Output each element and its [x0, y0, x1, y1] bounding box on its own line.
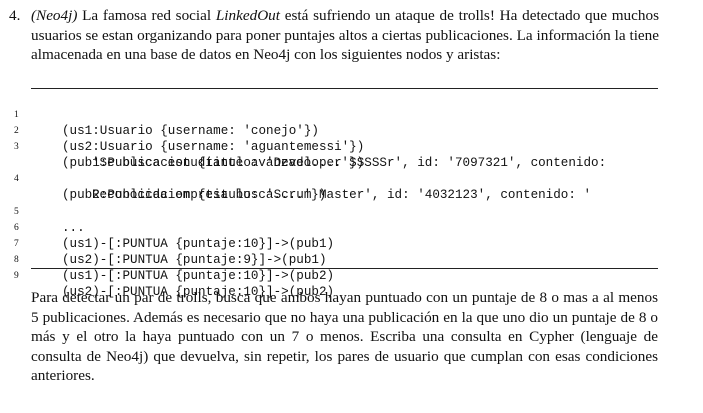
code-text-continued: Reconocida empresa busca....'})	[92, 188, 327, 202]
code-line-7: 7 (us2)-[:PUNTUA {puntaje:9}]->(pub1)	[0, 220, 703, 284]
intro-text-1: La famosa red social	[77, 7, 216, 24]
code-bottom-rule	[31, 268, 658, 269]
line-number: 3	[14, 142, 19, 152]
code-line-2: 2 (us2:Usuario {username: 'aguantemessi'…	[0, 107, 703, 171]
code-text: (us2)-[:PUNTUA {puntaje:10}]->(pub2)	[62, 285, 335, 299]
code-text: (pub2:Publicacion {titulo: 'Scrum Master…	[62, 188, 592, 202]
code-text: (us1)-[:PUNTUA {puntaje:10}]->(pub2)	[62, 269, 335, 283]
code-line-8: 8 (us1)-[:PUNTUA {puntaje:10}]->(pub2)	[0, 236, 703, 300]
line-number: 7	[14, 239, 19, 249]
code-line-5: 5 ...	[0, 188, 703, 252]
code-text: (pub1:Publicacion {titulo: 'Developer SS…	[62, 156, 607, 170]
code-line-3-cont: 'Se busca estudiante avanzado....'})	[0, 139, 703, 187]
code-line-9: 9 (us2)-[:PUNTUA {puntaje:10}]->(pub2)	[0, 252, 703, 316]
network-name: LinkedOut	[215, 7, 280, 24]
code-top-rule	[31, 88, 658, 89]
intro-text-2: está sufriendo un ataque de trolls! Ha d…	[31, 7, 659, 64]
code-line-4: 4 (pub2:Publicacion {titulo: 'Scrum Mast…	[0, 155, 703, 219]
line-number: 6	[14, 223, 19, 233]
problem-task: Para detectar un par de trolls, busca qu…	[31, 289, 658, 385]
problem-tag: (Neo4j)	[31, 7, 78, 24]
line-number: 2	[14, 126, 19, 136]
line-number: 4	[14, 174, 19, 184]
code-line-6: 6 (us1)-[:PUNTUA {puntaje:10}]->(pub1)	[0, 204, 703, 268]
code-line-3: 3 (pub1:Publicacion {titulo: 'Developer …	[0, 123, 703, 187]
problem-statement: 4. (Neo4j) La famosa red social LinkedOu…	[9, 6, 659, 65]
code-text: ...	[62, 221, 85, 235]
line-number: 8	[14, 255, 19, 265]
line-number: 9	[14, 271, 19, 281]
problem-intro: 4. (Neo4j) La famosa red social LinkedOu…	[9, 6, 659, 65]
line-number: 1	[14, 110, 19, 120]
code-text: (us1:Usuario {username: 'conejo'})	[62, 124, 319, 138]
code-text-continued: 'Se busca estudiante avanzado....'})	[92, 156, 365, 170]
code-line-4-cont: Reconocida empresa busca....'})	[0, 171, 703, 219]
code-line-1: 1 (us1:Usuario {username: 'conejo'})	[0, 91, 703, 155]
code-text: (us2:Usuario {username: 'aguantemessi'})	[62, 140, 365, 154]
code-text: (us1)-[:PUNTUA {puntaje:10}]->(pub1)	[62, 237, 335, 251]
code-text: (us2)-[:PUNTUA {puntaje:9}]->(pub1)	[62, 253, 327, 267]
problem-number: 4.	[9, 7, 21, 24]
line-number: 5	[14, 207, 19, 217]
